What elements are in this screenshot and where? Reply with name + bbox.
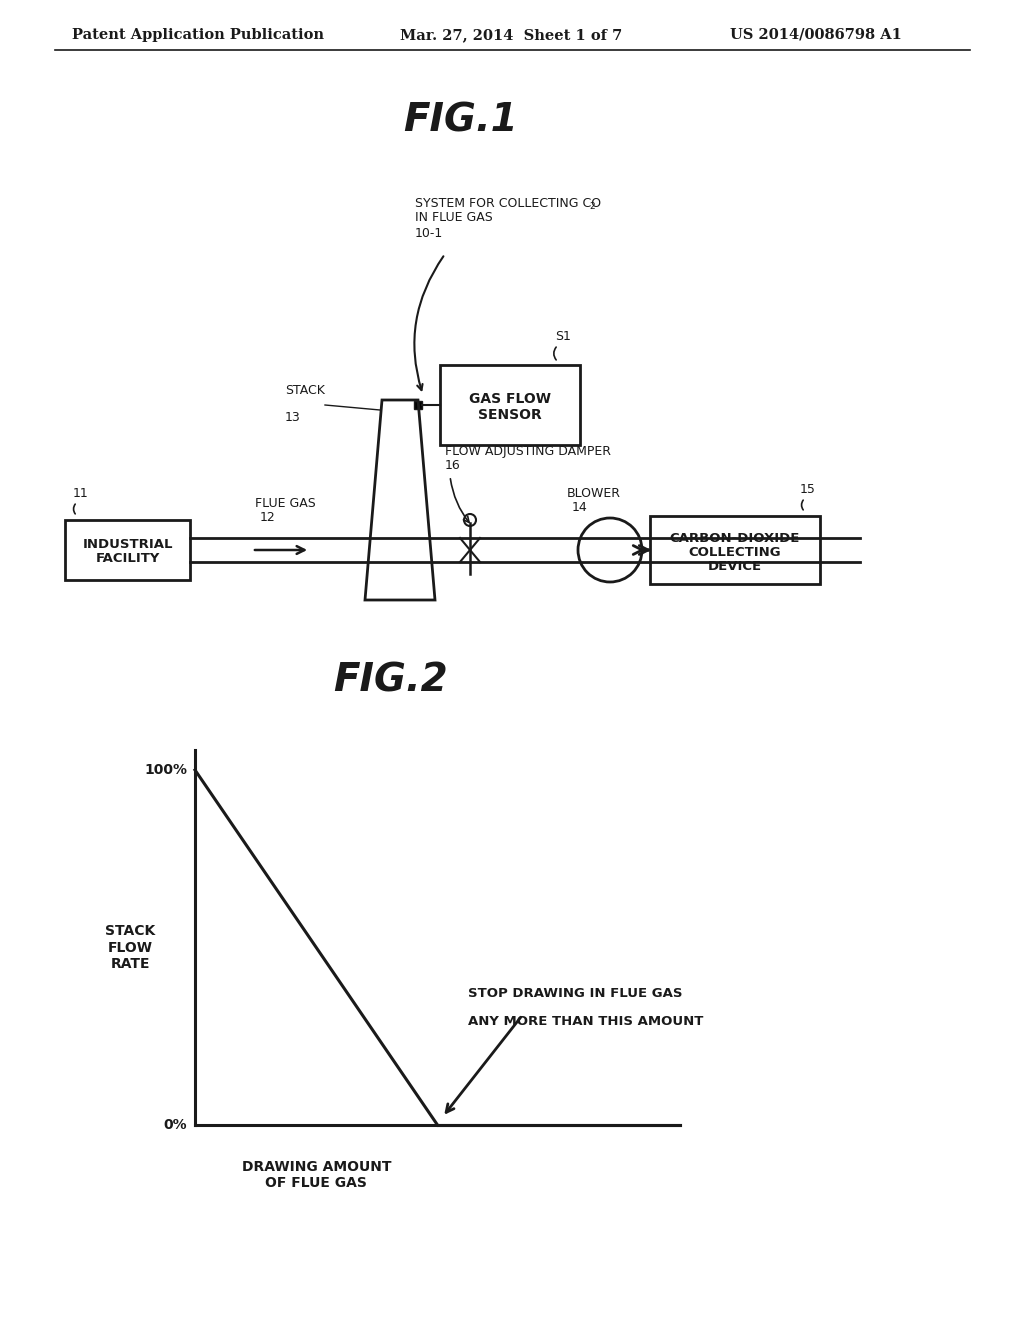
Text: 100%: 100% <box>144 763 187 777</box>
Text: 10-1: 10-1 <box>415 227 443 240</box>
Text: INDUSTRIAL: INDUSTRIAL <box>82 537 173 550</box>
Text: FIG.1: FIG.1 <box>402 102 517 139</box>
Text: STOP DRAWING IN FLUE GAS: STOP DRAWING IN FLUE GAS <box>468 987 682 1001</box>
Text: ANY MORE THAN THIS AMOUNT: ANY MORE THAN THIS AMOUNT <box>468 1015 702 1028</box>
Text: 0%: 0% <box>164 1118 187 1133</box>
Text: STACK: STACK <box>285 384 325 397</box>
Bar <box>65 520 190 579</box>
Text: 15: 15 <box>800 483 816 496</box>
Text: SENSOR: SENSOR <box>478 408 542 422</box>
Text: BLOWER: BLOWER <box>567 487 621 500</box>
Text: DRAWING AMOUNT
OF FLUE GAS: DRAWING AMOUNT OF FLUE GAS <box>242 1160 391 1191</box>
Text: 11: 11 <box>73 487 89 500</box>
Bar <box>440 366 580 445</box>
Text: FLUE GAS: FLUE GAS <box>255 498 315 510</box>
Text: FACILITY: FACILITY <box>95 553 160 565</box>
Text: S1: S1 <box>555 330 570 343</box>
Bar <box>414 401 422 409</box>
Text: 14: 14 <box>572 502 588 513</box>
Bar <box>650 516 820 583</box>
Text: SYSTEM FOR COLLECTING CO: SYSTEM FOR COLLECTING CO <box>415 197 601 210</box>
Text: 2: 2 <box>589 202 595 211</box>
Text: 13: 13 <box>285 411 301 424</box>
Text: 12: 12 <box>260 511 275 524</box>
Text: IN FLUE GAS: IN FLUE GAS <box>415 211 493 224</box>
Text: DEVICE: DEVICE <box>708 560 762 573</box>
Text: FIG.2: FIG.2 <box>333 661 447 700</box>
Text: Mar. 27, 2014  Sheet 1 of 7: Mar. 27, 2014 Sheet 1 of 7 <box>400 28 623 42</box>
Text: FLOW ADJUSTING DAMPER: FLOW ADJUSTING DAMPER <box>445 445 611 458</box>
Text: COLLECTING: COLLECTING <box>689 545 781 558</box>
Text: CARBON-DIOXIDE: CARBON-DIOXIDE <box>670 532 800 544</box>
Text: US 2014/0086798 A1: US 2014/0086798 A1 <box>730 28 902 42</box>
Text: Patent Application Publication: Patent Application Publication <box>72 28 324 42</box>
Text: 16: 16 <box>445 459 461 473</box>
Text: GAS FLOW: GAS FLOW <box>469 392 551 407</box>
Text: STACK
FLOW
RATE: STACK FLOW RATE <box>104 924 155 970</box>
